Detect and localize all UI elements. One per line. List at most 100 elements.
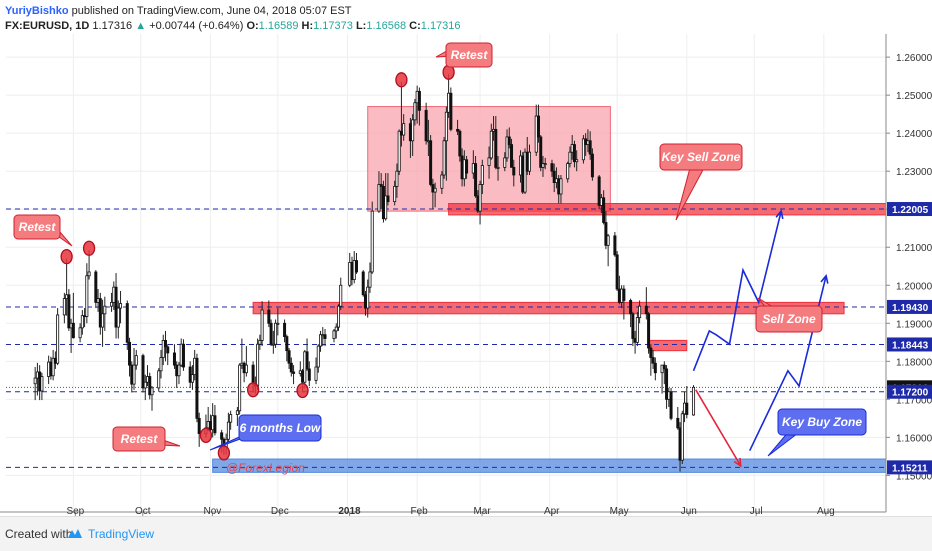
candle [512, 159, 516, 187]
candle-body [132, 364, 136, 385]
callout-retest-3: Retest [435, 42, 493, 68]
callout-box [445, 42, 493, 68]
candle-body [651, 357, 655, 364]
candle-body [478, 184, 482, 212]
candle [274, 319, 278, 349]
pivot-marker [246, 382, 260, 398]
up-triangle-icon: ▲ [135, 20, 147, 32]
candle [480, 159, 484, 195]
candle [649, 344, 653, 376]
candle [631, 311, 635, 347]
candle-body [181, 343, 185, 368]
pivot-marker [60, 248, 73, 265]
candle-body [568, 151, 572, 164]
candle-body [669, 391, 673, 419]
candle-body [366, 286, 370, 309]
candle-body [505, 136, 509, 159]
projection-path [695, 389, 742, 467]
candle [615, 251, 619, 291]
candle-body [114, 286, 118, 328]
candle-body [606, 235, 610, 246]
high-label: H: [301, 20, 314, 32]
candle [332, 328, 336, 343]
candle-body [256, 343, 260, 387]
candle-body [67, 294, 71, 329]
price-label-text: 1.17200 [892, 388, 929, 399]
callout-6-months-low: 6 months Low [209, 414, 322, 451]
candle [370, 201, 374, 274]
pivot-marker [217, 445, 231, 461]
zone-band [648, 339, 688, 352]
candle-body [572, 144, 576, 163]
candle-body [510, 144, 514, 168]
author-link[interactable]: YuriyBishko [5, 5, 69, 17]
candle-body [103, 305, 107, 315]
tradingview-link[interactable]: TradingView [88, 527, 155, 541]
candle-body [190, 374, 194, 383]
candle [226, 412, 230, 444]
time-tick-label: May [610, 506, 629, 516]
candle [566, 161, 570, 183]
candle-body [635, 317, 639, 343]
candle [474, 155, 478, 198]
candle [163, 330, 167, 362]
candle-body [442, 140, 446, 176]
candle [647, 311, 651, 354]
candle [366, 279, 370, 318]
candle-body [622, 288, 626, 301]
callout-retest-1: Retest [13, 214, 73, 247]
candle [478, 180, 482, 225]
candle [487, 146, 491, 179]
price-label-tag: 1.17200 [887, 384, 932, 399]
candle [157, 368, 161, 392]
price-tick-label: 1.23000 [896, 167, 932, 178]
candle [197, 412, 201, 447]
candle [665, 365, 669, 409]
zone-band [448, 203, 892, 216]
candle-body [458, 130, 462, 157]
time-tick-label: Dec [271, 506, 289, 516]
candle-body [397, 130, 401, 172]
candle [101, 299, 105, 347]
pivot-marker [395, 72, 408, 88]
candle-body [496, 166, 500, 169]
candle [285, 334, 289, 362]
candle [550, 159, 554, 177]
candle [377, 171, 381, 214]
candle-body [424, 109, 428, 142]
candle [235, 406, 239, 426]
candle [638, 300, 642, 324]
candle-body [653, 362, 657, 374]
candle-body [314, 366, 318, 381]
candle [444, 106, 448, 181]
price-label-tag: 1.15211 [887, 460, 932, 475]
candle-body [172, 352, 176, 366]
low-value: 1.16568 [366, 20, 407, 32]
candle [440, 171, 444, 195]
candle-body [334, 326, 338, 332]
candle [590, 148, 594, 181]
candle-body [480, 165, 484, 185]
candle [510, 138, 514, 168]
candle-body [629, 300, 633, 315]
candle [229, 410, 233, 430]
candle-body [276, 322, 280, 325]
candle-body [62, 298, 66, 316]
candle-body [507, 136, 511, 145]
price-chart[interactable]: Retest Retest Retest 6 months Low Key Sell Z… [0, 34, 932, 516]
time-axis-bg [0, 512, 886, 516]
candle [503, 152, 507, 172]
candle-body [662, 364, 666, 370]
time-tick-label: Feb [411, 506, 429, 516]
candle [588, 131, 592, 160]
candle-body [128, 341, 132, 366]
candle [395, 163, 399, 198]
zone-band [212, 458, 892, 473]
price-label-tag: 1.19430 [887, 299, 932, 314]
candle-body [119, 303, 123, 309]
open-value: 1.16589 [258, 20, 299, 32]
candle [177, 362, 181, 385]
callout-label: 6 months Low [240, 421, 321, 435]
candle-body [87, 271, 91, 277]
candle-body [602, 197, 606, 223]
